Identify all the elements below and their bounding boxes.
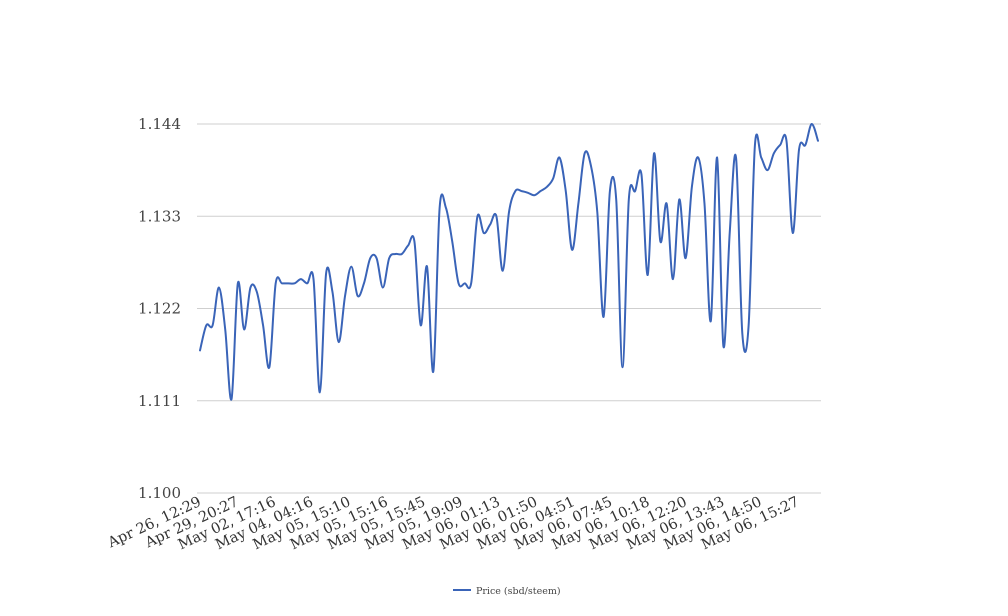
y-tick-label: 1.144 bbox=[138, 115, 181, 133]
y-tick-label: 1.133 bbox=[138, 207, 181, 225]
y-tick-label: 1.122 bbox=[138, 300, 181, 318]
y-tick-label: 1.111 bbox=[138, 392, 181, 410]
gridlines bbox=[197, 123, 821, 494]
series-line-price bbox=[199, 122, 819, 401]
y-axis-ticks: 1.144 1.133 1.122 1.111 1.100 bbox=[138, 115, 181, 502]
legend-label: Price (sbd/steem) bbox=[476, 586, 561, 597]
series-layer bbox=[199, 122, 819, 401]
legend: Price (sbd/steem) bbox=[453, 586, 561, 597]
y-tick-label: 1.100 bbox=[138, 484, 181, 502]
